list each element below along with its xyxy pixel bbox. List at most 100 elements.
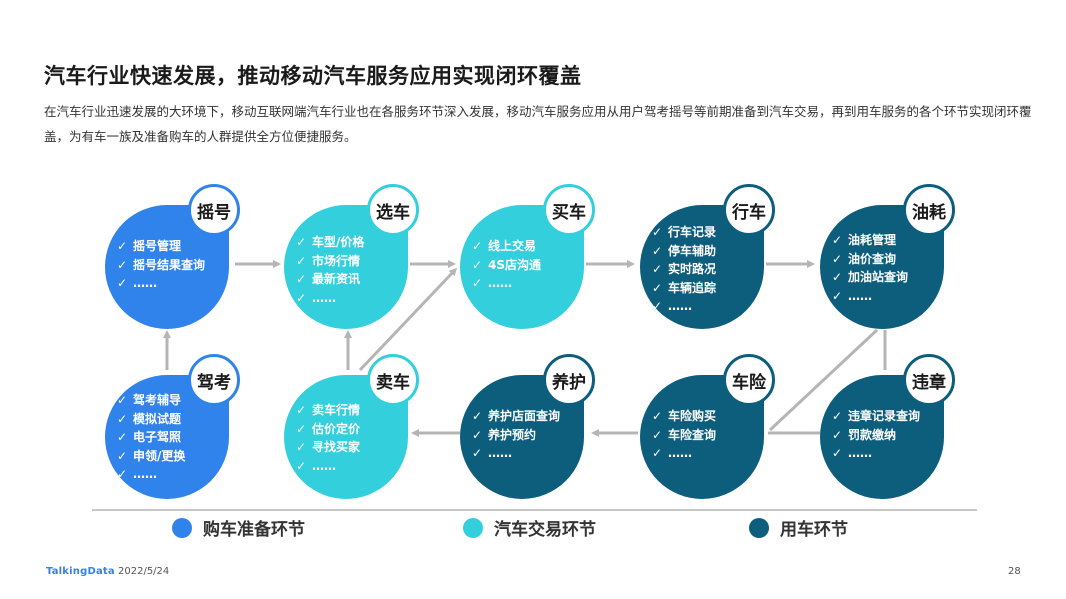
- node-list-item: ✓ 4S店沟通: [472, 256, 541, 275]
- node-list-item: ✓ 油耗管理: [832, 231, 908, 250]
- check-icon: ✓: [117, 430, 128, 444]
- footer-date: 2022/5/24: [118, 566, 170, 577]
- check-icon: ✓: [652, 299, 663, 313]
- node-list-item-text: ……: [848, 288, 872, 303]
- node-list-item-text: 行车记录: [668, 225, 717, 239]
- legend-label: 汽车交易环节: [494, 520, 596, 540]
- node-list-item-text: 线上交易: [488, 239, 537, 253]
- node-list-item: ✓ 行车记录: [652, 223, 716, 242]
- check-icon: ✓: [117, 257, 128, 272]
- node-label: 摇号: [188, 184, 240, 236]
- node-label: 车险: [723, 354, 775, 406]
- check-icon: ✓: [296, 272, 307, 286]
- node-items: ✓ 行车记录 ✓ 停车辅助 ✓ 实时路况 ✓ 车辆追踪 ✓ ……: [652, 223, 716, 316]
- check-icon: ✓: [296, 403, 307, 417]
- node-list-item-text: 电子驾照: [133, 430, 182, 444]
- node-xingche: ✓ 行车记录 ✓ 停车辅助 ✓ 实时路况 ✓ 车辆追踪 ✓ …… 行车: [640, 184, 775, 329]
- node-label: 卖车: [367, 354, 419, 406]
- node-label: 油耗: [903, 184, 955, 236]
- check-icon: ✓: [472, 446, 483, 460]
- node-label: 违章: [903, 354, 955, 406]
- check-icon: ✓: [832, 270, 843, 284]
- node-list-item: ✓ 寻找买家: [296, 438, 360, 457]
- node-list-item: ✓ 油价查询: [832, 250, 908, 269]
- node-list-item: ✓ ……: [652, 444, 716, 463]
- legend-dot: [463, 517, 483, 538]
- node-items: ✓ 线上交易 ✓ 4S店沟通 ✓ ……: [472, 237, 541, 293]
- check-icon: ✓: [117, 393, 128, 407]
- node-list-item: ✓ 市场行情: [296, 252, 364, 271]
- node-list-item-text: ……: [312, 290, 336, 305]
- node-list-item-text: 车险购买: [668, 409, 717, 423]
- node-list-item: ✓ 车险查询: [652, 426, 716, 445]
- check-icon: ✓: [832, 446, 843, 460]
- node-list-item: ✓ 违章记录查询: [832, 407, 920, 426]
- node-list-item: ✓ 线上交易: [472, 237, 541, 256]
- node-list-item: ✓ 摇号管理: [117, 237, 205, 256]
- node-list-item: ✓ 最新资讯: [296, 270, 364, 289]
- node-items: ✓ 车险购买 ✓ 车险查询 ✓ ……: [652, 407, 716, 463]
- node-weizhang: ✓ 违章记录查询 ✓ 罚款缴纳 ✓ …… 违章: [820, 354, 955, 499]
- node-chexian: ✓ 车险购买 ✓ 车险查询 ✓ …… 车险: [640, 354, 775, 499]
- node-list-item: ✓ ……: [296, 457, 360, 476]
- node-list-item-text: 寻找买家: [312, 440, 361, 454]
- node-list-item: ✓ ……: [117, 274, 205, 293]
- node-list-item-text: ……: [312, 458, 336, 473]
- legend-item-prep: 购车准备环节: [172, 515, 305, 540]
- node-list-item-text: 摇号管理: [133, 239, 182, 253]
- check-icon: ✓: [117, 239, 128, 253]
- legend-item-use: 用车环节: [749, 515, 848, 540]
- node-list-item-text: 违章记录查询: [848, 409, 921, 423]
- node-list-item: ✓ 估价定价: [296, 420, 360, 439]
- check-icon: ✓: [832, 427, 843, 442]
- node-list-item: ✓ ……: [832, 287, 908, 306]
- node-list-item-text: 申领/更换: [133, 448, 186, 463]
- node-jiakao: ✓ 驾考辅导 ✓ 模拟试题 ✓ 电子驾照 ✓ 申领/更换 ✓ …… 驾考: [105, 354, 240, 499]
- node-list-item: ✓ 车辆追踪: [652, 279, 716, 298]
- legend-dot: [172, 517, 192, 538]
- node-list-item: ✓ 罚款缴纳: [832, 426, 920, 445]
- check-icon: ✓: [652, 280, 663, 295]
- node-list-item-text: 市场行情: [312, 253, 361, 268]
- node-list-item-text: ……: [668, 446, 692, 460]
- node-list-item-text: 卖车行情: [312, 403, 361, 417]
- check-icon: ✓: [117, 411, 128, 426]
- node-list-item: ✓ 模拟试题: [117, 410, 185, 429]
- node-list-item-text: 驾考辅导: [133, 393, 182, 407]
- check-icon: ✓: [296, 458, 307, 473]
- node-list-item: ✓ 加油站查询: [832, 268, 908, 287]
- node-list-item: ✓ 电子驾照: [117, 428, 185, 447]
- legend-label: 用车环节: [780, 520, 848, 540]
- node-items: ✓ 卖车行情 ✓ 估价定价 ✓ 寻找买家 ✓ ……: [296, 401, 360, 475]
- node-list-item-text: 加油站查询: [848, 270, 909, 284]
- node-list-item: ✓ ……: [472, 444, 560, 463]
- check-icon: ✓: [472, 427, 483, 442]
- check-icon: ✓: [832, 251, 843, 266]
- check-icon: ✓: [652, 446, 663, 460]
- node-list-item-text: ……: [488, 276, 512, 290]
- check-icon: ✓: [832, 288, 843, 303]
- node-list-item: ✓ 车险购买: [652, 407, 716, 426]
- node-list-item: ✓ 摇号结果查询: [117, 256, 205, 275]
- node-list-item: ✓ ……: [472, 274, 541, 293]
- check-icon: ✓: [472, 276, 483, 290]
- legend-item-trade: 汽车交易环节: [463, 515, 596, 540]
- check-icon: ✓: [652, 262, 663, 276]
- node-xuanche: ✓ 车型/价格 ✓ 市场行情 ✓ 最新资讯 ✓ …… 选车: [284, 184, 419, 329]
- node-list-item-text: 油耗管理: [848, 233, 897, 247]
- check-icon: ✓: [117, 448, 128, 463]
- node-list-item: ✓ 养护店面查询: [472, 407, 560, 426]
- check-icon: ✓: [117, 276, 128, 290]
- node-list-item-text: 车辆追踪: [668, 280, 717, 295]
- check-icon: ✓: [296, 235, 307, 249]
- node-list-item: ✓ 停车辅助: [652, 242, 716, 261]
- check-icon: ✓: [117, 467, 128, 481]
- check-icon: ✓: [296, 421, 307, 436]
- check-icon: ✓: [472, 257, 483, 272]
- node-list-item-text: 车型/价格: [312, 235, 365, 249]
- node-list-item-text: ……: [133, 276, 157, 290]
- node-list-item-text: 油价查询: [848, 251, 897, 266]
- node-list-item-text: 罚款缴纳: [848, 427, 897, 442]
- node-label: 养护: [543, 354, 595, 406]
